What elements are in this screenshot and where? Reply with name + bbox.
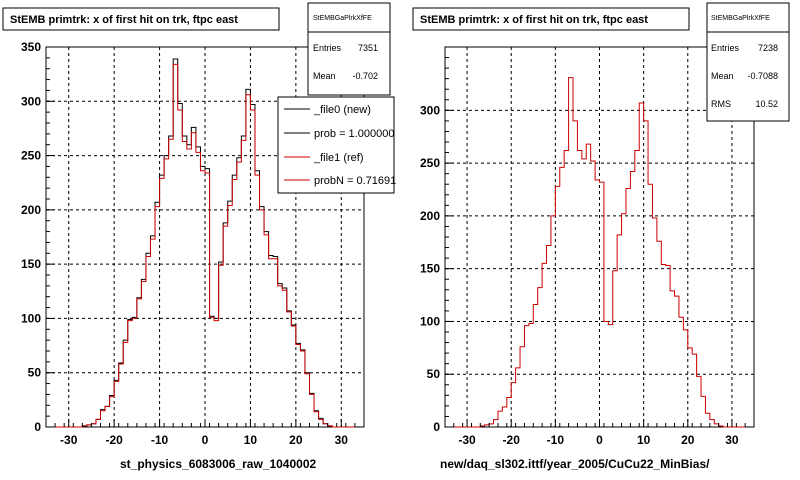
- y-tick-label: 0: [433, 420, 440, 434]
- right-chart-title: StEMB primtrk: x of first hit on trk, ft…: [420, 14, 648, 26]
- y-tick-label: 100: [21, 311, 41, 325]
- legend-entry-prob: prob = 1.000000: [314, 128, 394, 140]
- y-tick-label: 350: [21, 40, 41, 54]
- y-tick-label: 300: [21, 94, 41, 108]
- left-stats-entries-value: 7351: [358, 43, 378, 53]
- x-tick-label: -20: [503, 433, 521, 447]
- right-plot-frame: [444, 46, 755, 428]
- x-tick-label: -10: [151, 433, 169, 447]
- right-stats-entries-value: 7238: [758, 43, 778, 53]
- right-stats-header: StEMBGaPlrkXfFE: [711, 15, 770, 22]
- histogram-series-ref: [453, 77, 746, 428]
- x-tick-label: 30: [725, 433, 739, 447]
- y-tick-label: 50: [28, 366, 42, 380]
- right-stats-mean-label: Mean: [711, 71, 734, 81]
- left-stats-entries-label: Entries: [313, 43, 342, 53]
- y-tick-label: 200: [420, 209, 440, 223]
- y-tick-label: 50: [427, 367, 441, 381]
- right-stats-rms-value: 10.52: [755, 99, 778, 109]
- y-tick-label: 150: [21, 257, 41, 271]
- x-tick-label: 0: [596, 433, 603, 447]
- right-series-group: [453, 77, 746, 428]
- x-tick-label: -30: [458, 433, 476, 447]
- right-stats-rms-label: RMS: [711, 99, 731, 109]
- left-y-axis: 0 50 100 150 200 250 300 350: [21, 40, 55, 434]
- y-tick-label: 300: [420, 103, 440, 117]
- x-tick-label: -10: [547, 433, 565, 447]
- right-stats-entries-label: Entries: [711, 43, 740, 53]
- left-stats-mean-value: -0.702: [352, 71, 378, 81]
- legend-entry-probn: probN = 0.71691: [314, 175, 396, 187]
- left-stats-mean-label: Mean: [313, 71, 336, 81]
- right-stats-box: StEMBGaPlrkXfFE Entries 7238 Mean -0.708…: [706, 2, 790, 122]
- right-stats-frame: [706, 2, 790, 122]
- left-legend: _file0 (new) prob = 1.000000 _file1 (ref…: [277, 96, 396, 194]
- right-title-box: [412, 7, 690, 31]
- right-x-axis-title: new/daq_sl302.ittf/year_2005/CuCu22_MinB…: [440, 457, 710, 471]
- x-tick-label: 30: [335, 433, 349, 447]
- x-tick-label: 20: [289, 433, 303, 447]
- y-tick-label: 250: [420, 156, 440, 170]
- legend-entry-new: _file0 (new): [313, 104, 371, 116]
- left-stats-frame: [307, 2, 391, 96]
- x-tick-label: 0: [202, 433, 209, 447]
- left-stats-box: StEMBGaPlrkXfFE Entries 7351 Mean -0.702: [307, 2, 391, 96]
- right-panel: StEMB primtrk: x of first hit on trk, ft…: [412, 2, 790, 471]
- left-stats-header: StEMBGaPlrkXfFE: [313, 15, 372, 22]
- legend-entry-ref: _file1 (ref): [313, 152, 364, 164]
- right-stats-mean-value: -0.7088: [747, 71, 778, 81]
- left-chart-title: StEMB primtrk: x of first hit on trk, ft…: [10, 14, 238, 26]
- left-legend-frame: [277, 96, 395, 194]
- x-tick-label: 10: [244, 433, 258, 447]
- right-x-axis: -30 -20 -10 0 10 20 30: [444, 419, 755, 447]
- x-tick-label: 20: [681, 433, 695, 447]
- x-tick-label: 10: [637, 433, 651, 447]
- left-series-group: [55, 58, 355, 428]
- left-x-axis: -30 -20 -10 0 10 20 30: [45, 419, 365, 447]
- x-tick-label: -20: [105, 433, 123, 447]
- y-tick-label: 250: [21, 149, 41, 163]
- left-title-box: [2, 7, 280, 31]
- x-tick-label: -30: [60, 433, 78, 447]
- left-x-axis-title: st_physics_6083006_raw_1040002: [120, 457, 316, 471]
- y-tick-label: 0: [34, 420, 41, 434]
- right-y-axis: 0 50 100 150 200 250 300: [420, 46, 454, 434]
- histogram-series-ref: [55, 63, 355, 428]
- left-panel: StEMB primtrk: x of first hit on trk, ft…: [2, 2, 396, 471]
- y-tick-label: 100: [420, 314, 440, 328]
- y-tick-label: 200: [21, 203, 41, 217]
- y-tick-label: 150: [420, 262, 440, 276]
